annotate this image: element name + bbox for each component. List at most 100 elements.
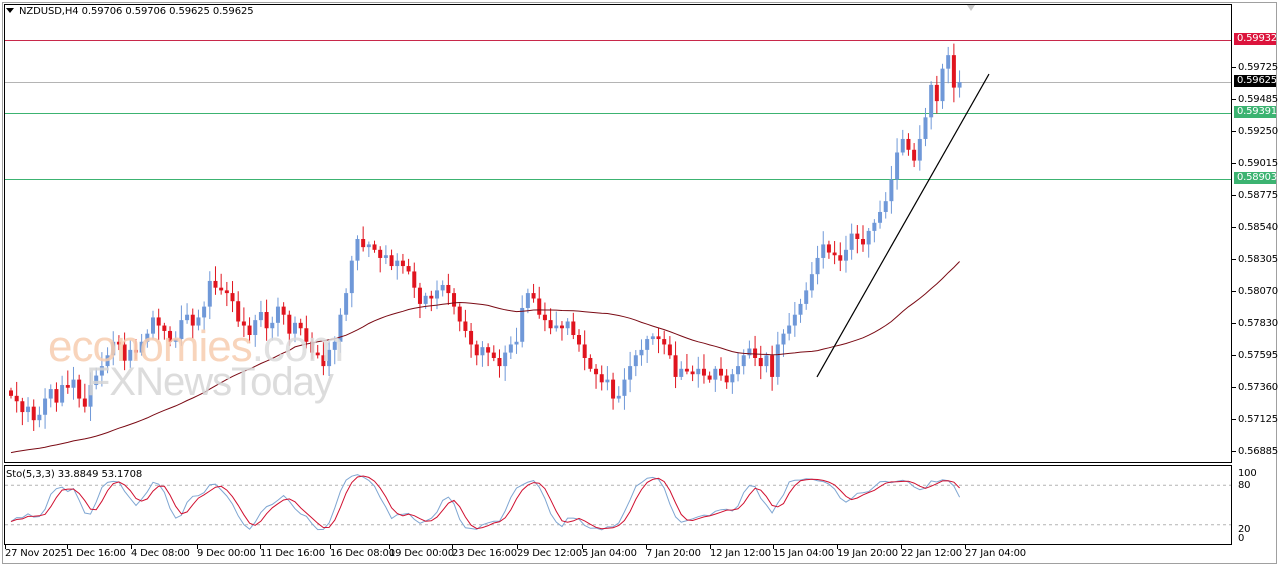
candle	[179, 305, 184, 346]
time-label: 27 Nov 2025	[5, 548, 67, 559]
candle	[219, 273, 224, 295]
candle	[207, 271, 212, 320]
watermark-text-suffix: .com	[251, 322, 344, 371]
candle	[321, 341, 326, 376]
candle	[656, 327, 661, 354]
candle	[559, 321, 564, 341]
stochastic-chart	[5, 474, 1231, 531]
candle	[940, 63, 945, 109]
candle	[9, 387, 13, 399]
watermark-text-main: economies	[48, 322, 253, 371]
candle	[815, 245, 820, 285]
price-axis[interactable]: 0.59725 0.59485 0.59250 0.59015 0.58775 0.585…	[1232, 4, 1278, 545]
candle	[111, 331, 116, 366]
candle	[332, 336, 337, 365]
candle	[440, 280, 445, 297]
candle	[293, 316, 297, 343]
candle	[719, 357, 723, 381]
candle	[951, 43, 956, 103]
candle	[895, 138, 900, 190]
collapse-triangle-icon[interactable]	[6, 8, 14, 13]
candle	[588, 354, 593, 372]
price-label: 0.59250	[1238, 126, 1278, 138]
candle	[71, 366, 76, 400]
main-price-pane[interactable]	[4, 4, 1232, 463]
price-label: 0.58540	[1238, 222, 1278, 234]
candle	[116, 335, 121, 351]
candle	[173, 331, 178, 348]
candle	[298, 318, 303, 336]
price-tick	[1232, 66, 1236, 68]
candle	[435, 280, 439, 310]
price-tick	[1232, 386, 1236, 388]
price-label: 0.57360	[1238, 381, 1278, 393]
time-tick	[901, 545, 902, 549]
candle	[60, 375, 65, 407]
candle	[99, 352, 104, 387]
candle	[758, 345, 763, 380]
candle	[764, 352, 769, 373]
candle	[491, 345, 496, 362]
time-tick	[5, 545, 6, 549]
trendline[interactable]	[816, 73, 990, 378]
time-label: 4 Dec 08:00	[131, 548, 190, 559]
candle	[582, 330, 587, 371]
candle	[696, 356, 701, 388]
candle	[724, 369, 729, 389]
time-tick	[389, 545, 390, 549]
candle	[82, 383, 87, 413]
time-axis[interactable]: 27 Nov 2025 1 Dec 16:00 4 Dec 08:00 9 Dec 0…	[4, 545, 1232, 563]
candle	[230, 281, 235, 313]
stochastic-pane[interactable]	[4, 465, 1232, 545]
resistance-line-badge: 0.59932	[1234, 33, 1277, 45]
candle	[639, 339, 644, 366]
time-label: 7 Jan 20:00	[646, 548, 701, 559]
time-tick	[582, 545, 583, 549]
price-label: 0.58305	[1238, 253, 1278, 265]
candle	[94, 367, 99, 390]
time-label: 19 Jan 20:00	[837, 548, 898, 559]
candle	[934, 75, 939, 114]
price-label: 0.58070	[1238, 285, 1278, 297]
time-tick	[330, 545, 331, 549]
candle	[912, 143, 917, 168]
candle	[900, 129, 905, 156]
candle	[446, 273, 451, 305]
candle	[798, 298, 803, 323]
candle	[190, 308, 195, 339]
candle	[883, 192, 888, 219]
candle	[929, 81, 934, 130]
candle	[599, 365, 604, 391]
candle	[162, 322, 167, 340]
chart-shift-marker-icon[interactable]	[967, 5, 975, 11]
candle	[452, 288, 457, 315]
candle	[787, 313, 792, 341]
candle	[361, 226, 366, 252]
candle	[736, 352, 741, 382]
candle	[843, 235, 848, 273]
candle	[554, 311, 559, 332]
candle	[105, 347, 110, 374]
candle	[684, 353, 689, 375]
candle	[241, 307, 246, 337]
candle	[389, 249, 394, 271]
time-label: 22 Jan 12:00	[901, 548, 962, 559]
time-label: 16 Dec 08:00	[330, 548, 395, 559]
price-label: 0.58775	[1238, 190, 1278, 202]
time-tick	[260, 545, 261, 549]
watermark-fxnewstoday: FXNewsToday	[86, 360, 334, 404]
candle	[338, 308, 343, 353]
chart-title-text: NZDUSD,H4 0.59706 0.59706 0.59625 0.5962…	[19, 6, 254, 17]
candle	[224, 281, 229, 307]
candle	[826, 240, 831, 259]
time-tick	[197, 545, 198, 549]
price-label: 0.56885	[1238, 445, 1278, 457]
price-tick	[1232, 450, 1236, 452]
time-tick	[710, 545, 711, 549]
time-tick	[837, 545, 838, 549]
candle	[145, 329, 150, 348]
candle	[258, 300, 263, 327]
candle	[650, 333, 655, 345]
candle	[31, 399, 36, 431]
